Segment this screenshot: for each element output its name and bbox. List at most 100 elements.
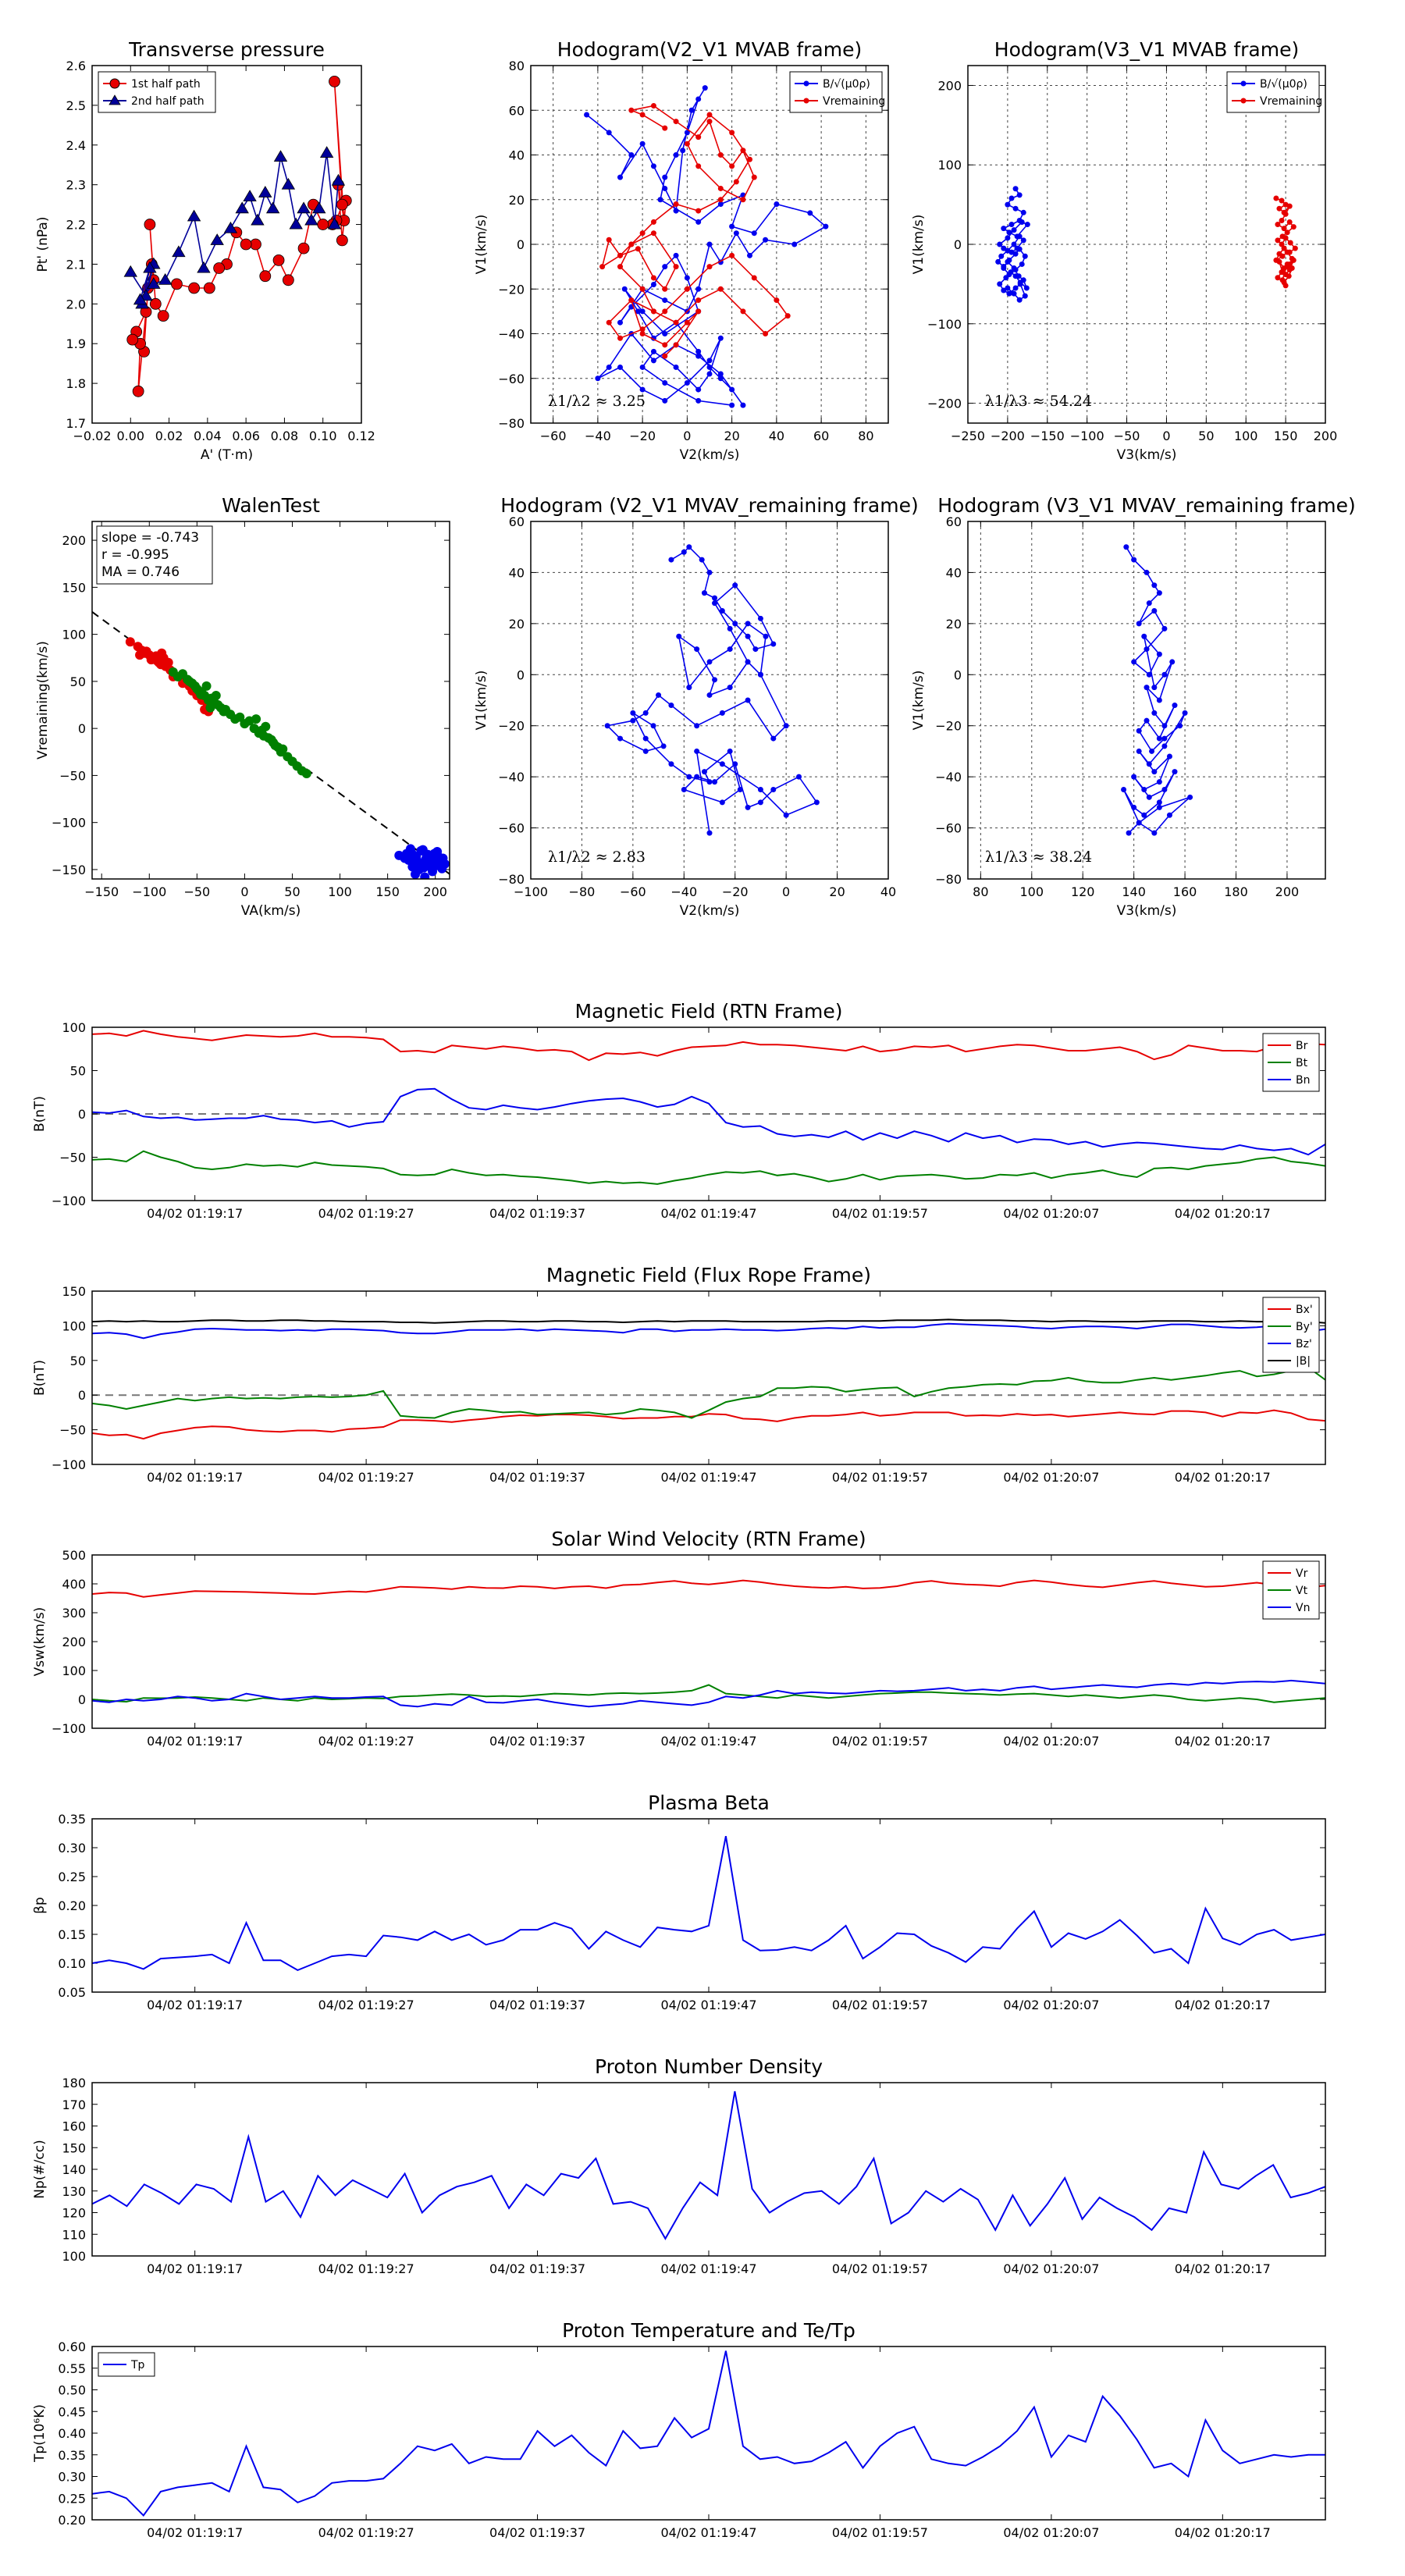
- y-tick-label: 160: [62, 2119, 86, 2134]
- data-point: [719, 710, 725, 716]
- y-tick-label: 100: [62, 2249, 86, 2264]
- data-point: [265, 201, 280, 214]
- data-point: [210, 233, 224, 245]
- y-tick-label: −50: [59, 1151, 86, 1165]
- y-tick-label: −100: [52, 816, 86, 831]
- data-point: [1146, 761, 1152, 767]
- data-point: [1017, 281, 1023, 287]
- y-tick-label: 500: [62, 1548, 86, 1563]
- data-point: [639, 364, 646, 370]
- data-point: [737, 787, 743, 792]
- data-point: [1146, 671, 1152, 678]
- data-point: [1282, 283, 1289, 289]
- plot-data: [92, 2350, 1325, 2517]
- data-point: [184, 676, 194, 686]
- data-point: [668, 703, 674, 709]
- y-tick-label: 1.8: [66, 376, 86, 391]
- legend-label: Bx': [1296, 1304, 1313, 1316]
- x-tick-label: 04/02 01:19:37: [489, 2525, 585, 2540]
- data-point: [745, 697, 751, 703]
- series-by-line: [92, 1366, 1325, 1419]
- data-point: [1144, 685, 1150, 691]
- data-point: [1177, 723, 1183, 729]
- y-tick-label: 300: [62, 1606, 86, 1621]
- chart-tp: Transverse pressure −0.02 0.00 0.02 0.04 0.06…: [35, 38, 375, 463]
- x-tick-label: 100: [328, 884, 352, 899]
- data-point: [796, 774, 802, 780]
- x-tick-label: 04/02 01:19:37: [489, 1734, 585, 1749]
- legend-marker: [109, 78, 120, 89]
- legend-label: Vt: [1296, 1585, 1308, 1597]
- data-point: [1284, 229, 1290, 236]
- data-point: [304, 213, 318, 226]
- data-point: [635, 308, 641, 315]
- plot-frame: [91, 65, 362, 424]
- x-tick-label: 04/02 01:19:57: [832, 1206, 928, 1221]
- data-point: [1016, 297, 1023, 303]
- x-tick-label: 04/02 01:19:57: [832, 2525, 928, 2540]
- x-tick-label: −60: [620, 884, 646, 899]
- data-point: [187, 209, 201, 222]
- y-tick-label: 2.4: [66, 138, 86, 153]
- data-point: [1006, 290, 1012, 297]
- data-point: [745, 621, 751, 627]
- legend-label: Br: [1296, 1040, 1308, 1052]
- y-tick-label: 200: [62, 533, 86, 548]
- data-point: [1161, 625, 1168, 632]
- data-point: [125, 637, 135, 647]
- plot-frame: [530, 521, 889, 880]
- x-tick-label: 80: [858, 429, 873, 443]
- data-point: [752, 646, 759, 653]
- y-tick-label: −20: [935, 719, 962, 734]
- y-tick-label: 2.3: [66, 178, 86, 193]
- y-tick-label: 180: [62, 2076, 86, 2090]
- data-point: [201, 681, 212, 691]
- data-point: [1290, 257, 1297, 263]
- data-point: [123, 265, 137, 277]
- x-tick-label: −100: [132, 884, 166, 899]
- data-point: [763, 633, 769, 639]
- x-tick-label: −40: [670, 884, 697, 899]
- y-tick-label: 0: [517, 237, 525, 252]
- y-tick-label: 110: [62, 2227, 86, 2242]
- y-tick-label: −20: [498, 282, 525, 297]
- data-point: [740, 197, 746, 203]
- data-point: [650, 103, 656, 109]
- data-point: [673, 119, 679, 125]
- x-tick-label: −250: [951, 429, 985, 443]
- data-point: [628, 152, 635, 158]
- data-point: [1006, 229, 1012, 236]
- x-axis-label: V3(km/s): [1117, 903, 1177, 919]
- x-tick-label: 0.10: [309, 429, 337, 443]
- x-tick-label: 04/02 01:19:37: [489, 2261, 585, 2276]
- data-point: [662, 353, 668, 359]
- y-tick-label: 60: [509, 514, 525, 529]
- data-point: [662, 125, 668, 131]
- chart-vsw: Solar Wind Velocity (RTN Frame) 04/02 01:…: [32, 1528, 1326, 1749]
- x-tick-label: 200: [1314, 429, 1338, 443]
- data-point: [676, 633, 682, 639]
- data-point: [684, 286, 690, 292]
- x-tick-label: 0: [1162, 429, 1170, 443]
- data-point: [251, 714, 261, 724]
- data-point: [1005, 235, 1011, 241]
- data-point: [717, 375, 724, 382]
- chart-title: Proton Number Density: [595, 2055, 823, 2078]
- data-point: [1005, 247, 1011, 254]
- data-point: [1282, 235, 1289, 241]
- y-tick-label: −40: [498, 770, 525, 785]
- data-point: [732, 761, 738, 767]
- data-point: [1182, 710, 1188, 716]
- y-tick-label: 0.30: [58, 1841, 86, 1856]
- y-tick-label: 2.0: [66, 297, 86, 311]
- x-tick-label: 120: [1071, 884, 1095, 899]
- data-point: [251, 213, 265, 226]
- x-tick-label: 04/02 01:20:17: [1175, 1734, 1271, 1749]
- data-point: [1151, 582, 1158, 589]
- x-tick-label: 40: [769, 429, 784, 443]
- ratio-annotation: λ1/λ2 ≈ 2.83: [548, 849, 646, 866]
- data-point: [1276, 258, 1282, 265]
- data-point: [1187, 794, 1193, 800]
- data-point: [650, 219, 656, 225]
